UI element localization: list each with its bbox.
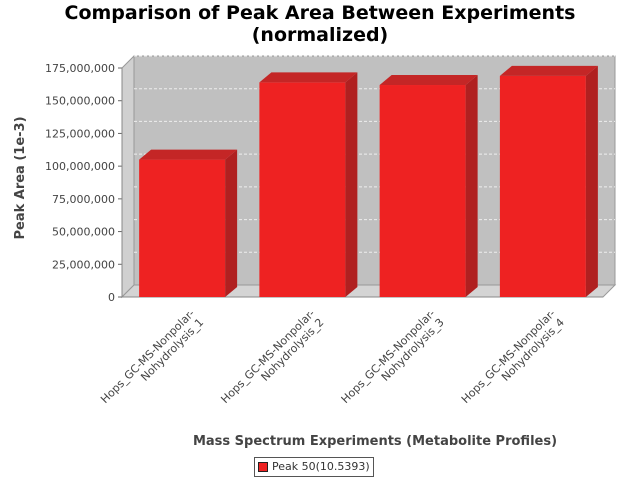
x-category-label-line: Hops_GC-MS-Nonpolar- [218,307,317,406]
x-category-label: Hops_GC-MS-Nonpolar-Nohydrolysis_4 [459,307,567,415]
y-tick-label: 150,000,000 [45,95,115,108]
bar-front [259,82,346,297]
plot-left-wall [121,54,135,299]
bar [499,65,598,297]
chart-title-line-2: (normalized) [251,24,389,46]
y-tick-label: 125,000,000 [45,127,115,140]
x-category-label: Hops_GC-MS-Nonpolar-Nohydrolysis_3 [339,307,447,415]
bar-top [499,65,598,76]
y-tick-label: 50,000,000 [52,226,115,239]
chart-title-line-1: Comparison of Peak Area Between Experime… [64,2,576,24]
bar-side [465,75,478,297]
y-tick-label: 75,000,000 [52,193,115,206]
y-axis-title: Peak Area (1e-3) [13,116,28,239]
x-axis-title: Mass Spectrum Experiments (Metabolite Pr… [193,434,557,449]
x-category-label-line: Hops_GC-MS-Nonpolar- [459,307,558,406]
bar-side [345,72,358,297]
y-tick-labels: 0 25,000,000 50,000,000 75,000,000 100,000,0… [45,62,115,304]
chart-title: Comparison of Peak Area Between Experime… [0,2,640,46]
bar-side [585,65,598,297]
bar-side [225,149,238,297]
y-tick-label: 100,000,000 [45,160,115,173]
y-tick-label: 25,000,000 [52,258,115,271]
bar-top [259,72,358,83]
x-category-labels: Hops_GC-MS-Nonpolar-Nohydrolysis_1 Hops_G… [98,307,567,415]
bar-top [139,149,238,160]
bar [259,72,358,297]
bar-front [499,75,586,297]
x-category-label-line: Hops_GC-MS-Nonpolar- [98,307,197,406]
bars [139,65,598,297]
bar-top [379,75,478,86]
y-tick-label: 175,000,000 [45,62,115,75]
x-category-label: Hops_GC-MS-Nonpolar-Nohydrolysis_1 [98,307,206,415]
bar-front [379,85,466,297]
legend-swatch [258,462,268,472]
legend-label: Peak 50(10.5393) [272,460,370,473]
y-tick-label: 0 [108,291,115,304]
bar [379,75,478,297]
x-category-label: Hops_GC-MS-Nonpolar-Nohydrolysis_2 [218,307,326,415]
legend: Peak 50(10.5393) [254,457,374,477]
bar-front [139,159,226,297]
x-category-label-line: Hops_GC-MS-Nonpolar- [339,307,438,406]
bar [139,149,238,297]
